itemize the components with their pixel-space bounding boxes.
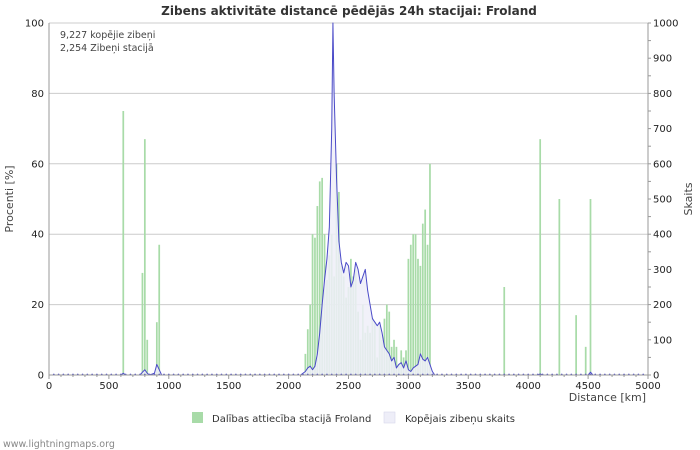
bar	[558, 199, 561, 375]
legend: Dalības attiecība stacijā Froland Kopēja…	[192, 411, 515, 425]
line-series-area	[49, 23, 648, 375]
y-axis-label-left: Procenti [%]	[3, 165, 16, 232]
bar	[417, 258, 419, 375]
y-tick-left: 100	[25, 19, 44, 30]
legend-swatch-bar	[192, 412, 203, 423]
y-tick-right: 100	[653, 335, 672, 346]
y-tick-right: 300	[653, 265, 672, 276]
x-tick-label: 2000	[276, 381, 301, 392]
tick-labels: 0204060801000100200300400500600700800900…	[25, 19, 679, 393]
y-tick-right: 200	[653, 300, 672, 311]
y-tick-right: 0	[653, 371, 659, 382]
x-tick-label: 1000	[156, 381, 181, 392]
axes	[48, 22, 651, 379]
bar	[146, 339, 149, 375]
bar	[414, 234, 417, 375]
y-tick-right: 1000	[653, 19, 678, 30]
y-tick-left: 80	[31, 89, 44, 100]
y-tick-right: 900	[653, 54, 672, 65]
footer-source: www.lightningmaps.org	[3, 439, 115, 450]
x-tick-label: 3500	[456, 381, 481, 392]
bar	[141, 272, 144, 375]
stat-total-strikes: 9,227 kopējie zibeņi	[60, 30, 155, 41]
line-series	[49, 22, 648, 376]
y-tick-right: 800	[653, 89, 672, 100]
bar	[407, 258, 410, 375]
legend-swatch-line	[383, 411, 396, 424]
chart-title: Zibens aktivitāte distancē pēdējās 24h s…	[161, 4, 537, 18]
bar	[412, 234, 415, 375]
y-tick-right: 400	[653, 230, 672, 241]
x-tick-label: 0	[46, 381, 52, 392]
bar	[155, 322, 158, 375]
bar	[409, 244, 412, 375]
bar	[143, 139, 146, 375]
bar	[388, 311, 391, 375]
legend-label-line: Kopējais zibeņu skaits	[405, 414, 515, 425]
bar	[306, 329, 309, 375]
bar	[314, 237, 316, 375]
bar	[589, 199, 592, 375]
bar	[503, 287, 506, 375]
x-tick-label: 5000	[635, 381, 660, 392]
y-tick-right: 500	[653, 195, 672, 206]
bar	[419, 265, 422, 375]
bar	[539, 139, 542, 375]
bar	[429, 163, 431, 375]
bar	[402, 357, 405, 375]
bar	[424, 209, 427, 375]
x-tick-label: 1500	[216, 381, 241, 392]
y-tick-left: 60	[31, 159, 44, 170]
bar	[316, 206, 319, 375]
x-tick-label: 4500	[575, 381, 600, 392]
x-tick-label: 3000	[396, 381, 421, 392]
y-tick-left: 40	[31, 230, 44, 241]
legend-label-bar: Dalības attiecība stacijā Froland	[212, 414, 371, 425]
y-axis-label-right: Skaits	[682, 182, 695, 215]
bar	[311, 234, 314, 375]
bar	[395, 346, 398, 375]
y-tick-right: 600	[653, 159, 672, 170]
y-tick-left: 20	[31, 300, 44, 311]
bar	[318, 181, 321, 375]
bar	[122, 111, 125, 375]
bar	[426, 244, 429, 375]
bar	[304, 353, 307, 375]
y-tick-right: 700	[653, 124, 672, 135]
x-tick-label: 500	[99, 381, 118, 392]
bar	[321, 177, 324, 375]
bar	[385, 304, 388, 375]
stat-station-strikes: 2,254 Zibeņi stacijā	[60, 43, 154, 54]
bar	[158, 244, 161, 375]
bar	[309, 304, 312, 375]
bar	[421, 223, 424, 375]
gridlines	[49, 22, 648, 306]
x-tick-label: 2500	[336, 381, 361, 392]
bar	[584, 346, 587, 375]
y-tick-left: 0	[38, 371, 44, 382]
x-tick-label: 4000	[515, 381, 540, 392]
bar	[575, 315, 577, 375]
x-axis-label: Distance [km]	[569, 391, 646, 404]
